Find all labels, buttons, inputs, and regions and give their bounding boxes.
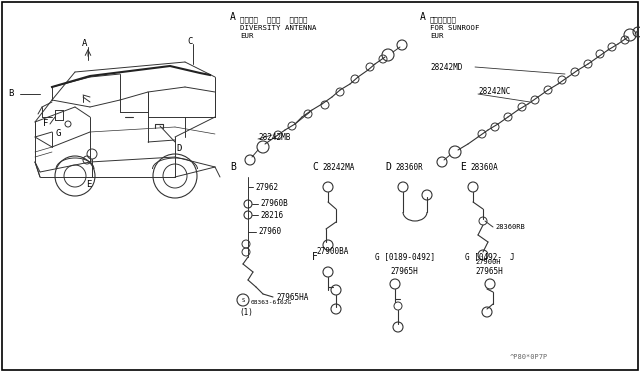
Text: 28242MA: 28242MA [322,163,355,171]
Text: ダイバー  シティ  アンテナ: ダイバー シティ アンテナ [240,17,307,23]
Text: 28242MB: 28242MB [258,132,291,141]
Text: 28360A: 28360A [470,163,498,171]
Text: 27960B: 27960B [260,199,288,208]
Text: C: C [188,38,193,46]
Text: G [0189-0492]: G [0189-0492] [375,253,435,262]
Text: EUR: EUR [240,33,253,39]
Text: 27965H: 27965H [390,267,418,276]
Text: B: B [230,162,236,172]
Text: G: G [55,129,61,138]
Text: 28242NC: 28242NC [478,87,510,96]
Text: 27900H: 27900H [475,259,500,265]
Text: FOR SUNROOF: FOR SUNROOF [430,25,479,31]
Text: DIVERSITY ANTENNA: DIVERSITY ANTENNA [240,25,317,31]
Text: D: D [385,162,391,172]
Text: EUR: EUR [430,33,444,39]
Text: 08363-6162G: 08363-6162G [251,301,292,305]
Text: ^P80*0P7P: ^P80*0P7P [510,354,548,360]
Text: 27962: 27962 [255,183,278,192]
Text: G [0492-: G [0492- [465,253,502,262]
Text: 27965H: 27965H [475,267,503,276]
Text: F: F [312,252,318,262]
Text: A: A [420,12,426,22]
Text: A: A [230,12,236,22]
Text: 28242MD: 28242MD [430,62,462,71]
Text: 28360R: 28360R [395,163,423,171]
Text: (1): (1) [239,308,253,317]
Text: D: D [176,144,181,153]
Text: F: F [43,119,48,128]
Text: A: A [83,39,88,48]
Text: 28216: 28216 [260,211,283,219]
Text: 28360RB: 28360RB [495,224,525,230]
Text: E: E [460,162,466,172]
Text: サンルーフ用: サンルーフ用 [430,17,457,23]
Text: 27960: 27960 [258,228,281,237]
Text: C: C [312,162,318,172]
Text: B: B [8,90,13,99]
Text: S: S [241,298,244,302]
Text: 27900BA: 27900BA [316,247,348,257]
Text: E: E [86,180,92,189]
Text: J: J [510,253,515,262]
Text: 27965HA: 27965HA [276,292,308,301]
